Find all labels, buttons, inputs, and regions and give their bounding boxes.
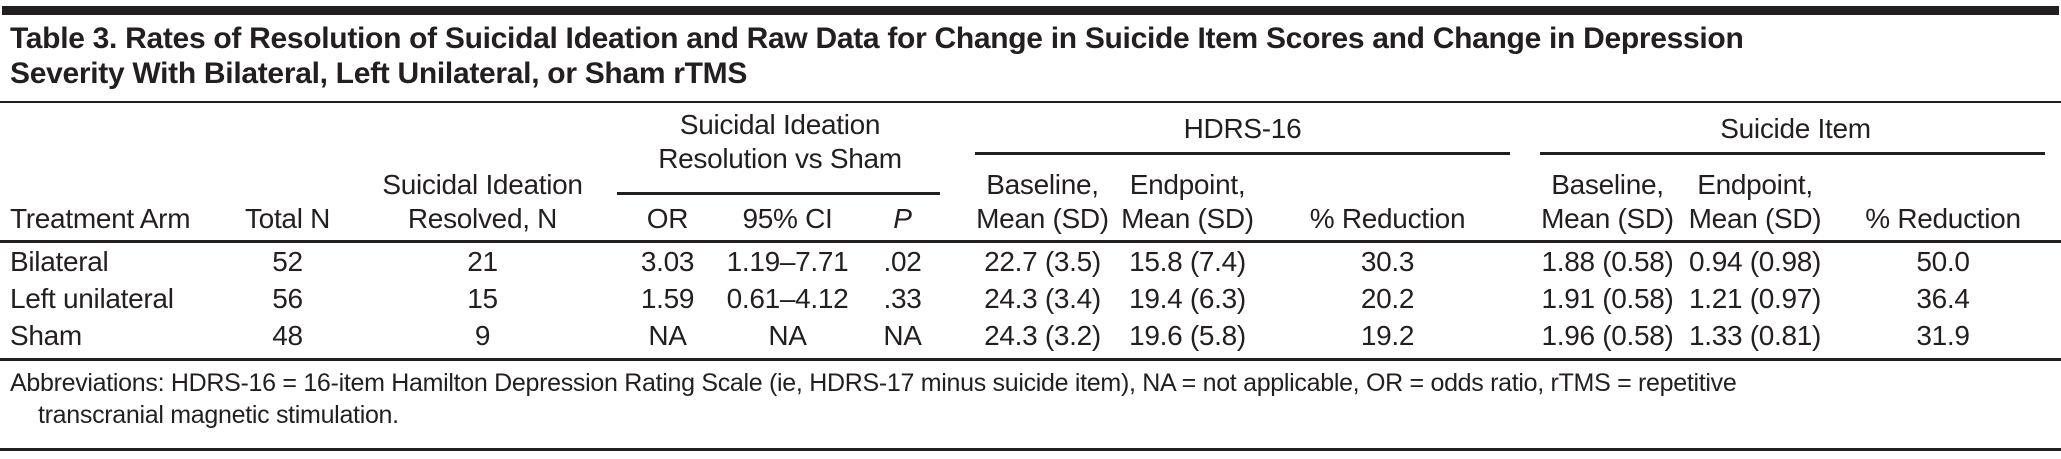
cell-p-value: NA <box>883 320 922 351</box>
spacer <box>1510 243 1540 280</box>
table-title-line-1: Table 3. Rates of Resolution of Suicidal… <box>10 22 1744 55</box>
column-header-resolved-n: Suicidal Ideation Resolved, N <box>345 168 620 236</box>
column-header-p-value: P <box>893 203 912 234</box>
cell-95ci: 0.61–4.12 <box>726 283 849 314</box>
spanner-rule-suicide-item <box>1540 152 2045 155</box>
table-title: Table 3. Rates of Resolution of Suicidal… <box>10 21 2051 91</box>
column-header-hdrs-baseline-line-2: Mean (SD) <box>976 203 1109 234</box>
column-header-hdrs-endpoint: Endpoint, Mean (SD) <box>1110 168 1265 236</box>
cell-resolved-n: 15 <box>467 283 498 314</box>
cell-95ci: NA <box>768 320 807 351</box>
cell-si-pct-reduction: 31.9 <box>1916 320 1970 351</box>
cell-resolved-n: 9 <box>474 320 491 351</box>
column-header-hdrs-baseline: Baseline, Mean (SD) <box>975 168 1110 236</box>
cell-hdrs-pct-reduction: 20.2 <box>1360 283 1415 314</box>
cell-total-n: 48 <box>272 320 303 351</box>
cell-si-baseline: 1.91 (0.58) <box>1541 283 1674 314</box>
cell-resolved-n: 21 <box>467 246 498 277</box>
spacer <box>1510 317 1540 354</box>
cell-hdrs-endpoint: 19.6 (5.8) <box>1129 320 1246 351</box>
spanner-rule-sirs <box>617 192 940 195</box>
cell-hdrs-pct-reduction: 30.3 <box>1360 246 1415 277</box>
table-body: Bilateral 52 21 3.03 1.19–7.71 .02 22.7 … <box>10 243 2051 354</box>
cell-or: 3.03 <box>640 246 695 277</box>
column-header-si-endpoint-line-1: Endpoint, <box>1697 169 1813 200</box>
spanner-suicidal-ideation-resolution: Suicidal Ideation Resolution vs Sham <box>608 108 952 176</box>
cell-si-endpoint: 0.94 (0.98) <box>1688 246 1822 277</box>
cell-p-value: .02 <box>883 246 922 277</box>
cell-si-baseline: 1.96 (0.58) <box>1541 320 1674 351</box>
spanner-suicide-item: Suicide Item <box>1720 113 1871 144</box>
column-header-si-endpoint-line-2: Mean (SD) <box>1688 203 1822 234</box>
cell-treatment-arm: Left unilateral <box>10 283 174 314</box>
footnote-line-1: Abbreviations: HDRS-16 = 16-item Hamilto… <box>10 369 1737 397</box>
cell-95ci: 1.19–7.71 <box>726 246 849 277</box>
column-header-si-baseline: Baseline, Mean (SD) <box>1540 168 1675 236</box>
cell-si-baseline: 1.88 (0.58) <box>1541 246 1674 277</box>
cell-or: NA <box>648 320 687 351</box>
column-header-si-baseline-line-1: Baseline, <box>1551 169 1664 200</box>
column-header-hdrs-pct-reduction: % Reduction <box>1309 203 1466 234</box>
column-header-si-endpoint: Endpoint, Mean (SD) <box>1675 168 1835 236</box>
cell-treatment-arm: Sham <box>10 320 82 351</box>
cell-treatment-arm: Bilateral <box>10 246 109 277</box>
column-header-95ci: 95% CI <box>742 203 833 234</box>
column-header-total-n: Total N <box>244 203 331 234</box>
top-thick-rule <box>2 6 2059 15</box>
cell-hdrs-endpoint: 15.8 (7.4) <box>1129 246 1246 277</box>
spanner-sirs-line-1: Suicidal Ideation <box>679 109 881 140</box>
spacer <box>1510 280 1540 317</box>
cell-si-pct-reduction: 36.4 <box>1916 283 1970 314</box>
spanner-rule-hdrs-16 <box>975 152 1510 155</box>
table-footnote: Abbreviations: HDRS-16 = 16-item Hamilto… <box>10 367 2051 431</box>
column-header-or: OR <box>646 203 689 234</box>
cell-p-value: .33 <box>883 283 922 314</box>
cell-or: 1.59 <box>640 283 695 314</box>
spacer <box>945 243 975 280</box>
column-header-hdrs-endpoint-line-1: Endpoint, <box>1129 169 1246 200</box>
cell-hdrs-baseline: 24.3 (3.2) <box>984 320 1101 351</box>
cell-hdrs-endpoint: 19.4 (6.3) <box>1129 283 1246 314</box>
cell-hdrs-baseline: 24.3 (3.4) <box>984 283 1101 314</box>
spanner-sirs-line-2: Resolution vs Sham <box>658 143 902 174</box>
column-header-treatment-arm: Treatment Arm <box>10 203 191 234</box>
column-header-resolved-n-line-2: Resolved, N <box>407 203 558 234</box>
cell-si-pct-reduction: 50.0 <box>1916 246 1970 277</box>
header-divider-rule <box>0 240 2061 243</box>
cell-si-endpoint: 1.21 (0.97) <box>1688 283 1822 314</box>
column-header-resolved-n-line-1: Suicidal Ideation <box>382 169 583 200</box>
cell-si-endpoint: 1.33 (0.81) <box>1688 320 1822 351</box>
column-header-hdrs-endpoint-line-2: Mean (SD) <box>1121 203 1254 234</box>
spacer <box>945 280 975 317</box>
spanner-hdrs-16: HDRS-16 <box>1183 113 1302 144</box>
bottom-rule <box>0 448 2061 451</box>
cell-total-n: 52 <box>272 246 303 277</box>
body-divider-rule <box>0 358 2061 361</box>
table-title-line-2: Severity With Bilateral, Left Unilateral… <box>10 57 748 90</box>
column-header-si-pct-reduction: % Reduction <box>1865 203 2021 234</box>
footnote-line-2: transcranial magnetic stimulation. <box>38 401 399 429</box>
column-header-hdrs-baseline-line-1: Baseline, <box>986 169 1099 200</box>
cell-hdrs-pct-reduction: 19.2 <box>1360 320 1415 351</box>
cell-total-n: 56 <box>272 283 303 314</box>
cell-hdrs-baseline: 22.7 (3.5) <box>984 246 1101 277</box>
title-divider-rule <box>0 101 2061 103</box>
spacer <box>945 317 975 354</box>
column-header-si-baseline-line-2: Mean (SD) <box>1541 203 1674 234</box>
table-header: Suicidal Ideation Resolution vs Sham HDR… <box>0 104 2061 240</box>
